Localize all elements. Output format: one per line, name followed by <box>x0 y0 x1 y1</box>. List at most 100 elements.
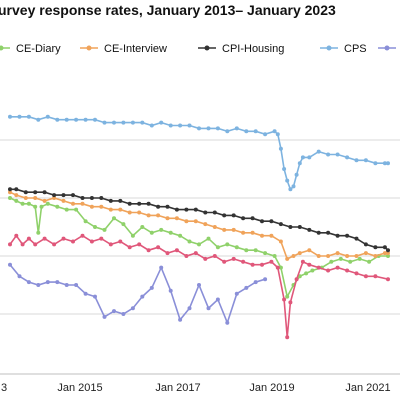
data-point <box>137 210 142 215</box>
data-point <box>89 196 94 200</box>
data-point <box>108 207 113 212</box>
legend-label: CE-Interview <box>104 43 167 55</box>
data-point <box>137 201 142 206</box>
data-point <box>71 193 75 198</box>
data-point <box>206 306 211 311</box>
x-tick-label: Jan 2019 <box>249 382 294 394</box>
data-point <box>36 117 41 122</box>
data-point <box>260 233 264 238</box>
data-point <box>197 242 201 247</box>
data-point <box>300 259 305 264</box>
data-point <box>263 277 268 282</box>
data-point <box>285 294 290 299</box>
data-point <box>345 155 350 160</box>
data-point <box>159 227 164 232</box>
data-point <box>33 242 38 247</box>
data-point <box>354 236 359 241</box>
data-point <box>42 236 47 241</box>
data-point <box>93 225 97 229</box>
data-point <box>187 306 192 311</box>
data-point <box>108 242 113 247</box>
data-point <box>250 230 255 235</box>
data-point <box>93 294 97 299</box>
data-point <box>250 262 255 267</box>
data-point <box>112 216 116 221</box>
data-point <box>354 271 359 276</box>
data-point <box>71 201 75 206</box>
data-point <box>373 274 378 279</box>
data-point <box>241 259 246 264</box>
data-point <box>121 312 126 316</box>
data-point <box>253 129 258 134</box>
data-point <box>294 172 299 177</box>
data-point <box>363 251 368 256</box>
data-point <box>8 190 12 195</box>
data-point <box>203 256 208 261</box>
data-point <box>74 117 79 122</box>
data-point <box>297 251 302 256</box>
data-point <box>386 251 390 256</box>
series-unlabeled <box>8 233 390 340</box>
data-point <box>215 297 220 302</box>
data-point <box>112 309 116 314</box>
data-point <box>146 248 151 253</box>
data-point <box>61 198 66 203</box>
data-point <box>326 230 331 235</box>
data-point <box>193 251 198 256</box>
data-point <box>357 256 362 261</box>
data-point <box>118 239 123 244</box>
data-point <box>108 198 113 203</box>
data-point <box>225 129 230 134</box>
data-point <box>263 132 268 137</box>
data-point <box>80 233 85 238</box>
data-point <box>222 213 227 218</box>
data-point <box>269 219 274 224</box>
data-point <box>297 161 302 166</box>
series-ce-interview <box>8 190 390 261</box>
data-point <box>130 233 135 238</box>
data-point <box>206 236 211 241</box>
data-point <box>127 210 132 215</box>
data-point <box>231 256 236 261</box>
data-point <box>130 306 135 311</box>
x-tick-label: 3 <box>1 382 7 394</box>
data-point <box>45 201 50 206</box>
data-point <box>83 219 88 224</box>
data-point <box>36 230 41 235</box>
data-point <box>52 242 57 247</box>
data-point <box>165 251 170 256</box>
data-point <box>316 265 321 270</box>
data-point <box>291 184 296 189</box>
data-point <box>348 259 353 264</box>
data-point <box>363 158 368 163</box>
data-point <box>382 245 387 250</box>
data-point <box>382 251 387 256</box>
data-point <box>140 120 145 125</box>
data-point <box>45 114 50 119</box>
data-point <box>285 256 290 261</box>
data-point <box>17 274 22 279</box>
data-point <box>146 213 151 218</box>
x-tick-label: Jan 2021 <box>345 382 390 394</box>
data-point <box>99 196 104 200</box>
data-point <box>197 126 201 131</box>
x-axis-ticks: 3 Jan 2015 Jan 2017 Jan 2019 Jan 2021 <box>1 382 391 394</box>
data-point <box>278 146 283 151</box>
data-point <box>159 265 164 270</box>
data-point <box>121 222 126 227</box>
data-point <box>335 233 340 238</box>
legend-label: CE-Diary <box>16 43 61 55</box>
data-point <box>212 210 217 215</box>
data-point <box>130 120 135 125</box>
data-point <box>178 123 183 128</box>
data-point <box>184 254 189 258</box>
data-point <box>74 207 79 212</box>
data-point <box>212 254 217 258</box>
data-point <box>64 117 69 122</box>
data-point <box>8 187 12 192</box>
data-point <box>206 126 211 131</box>
data-point <box>121 120 126 125</box>
data-point <box>156 204 161 209</box>
data-point <box>149 285 154 290</box>
